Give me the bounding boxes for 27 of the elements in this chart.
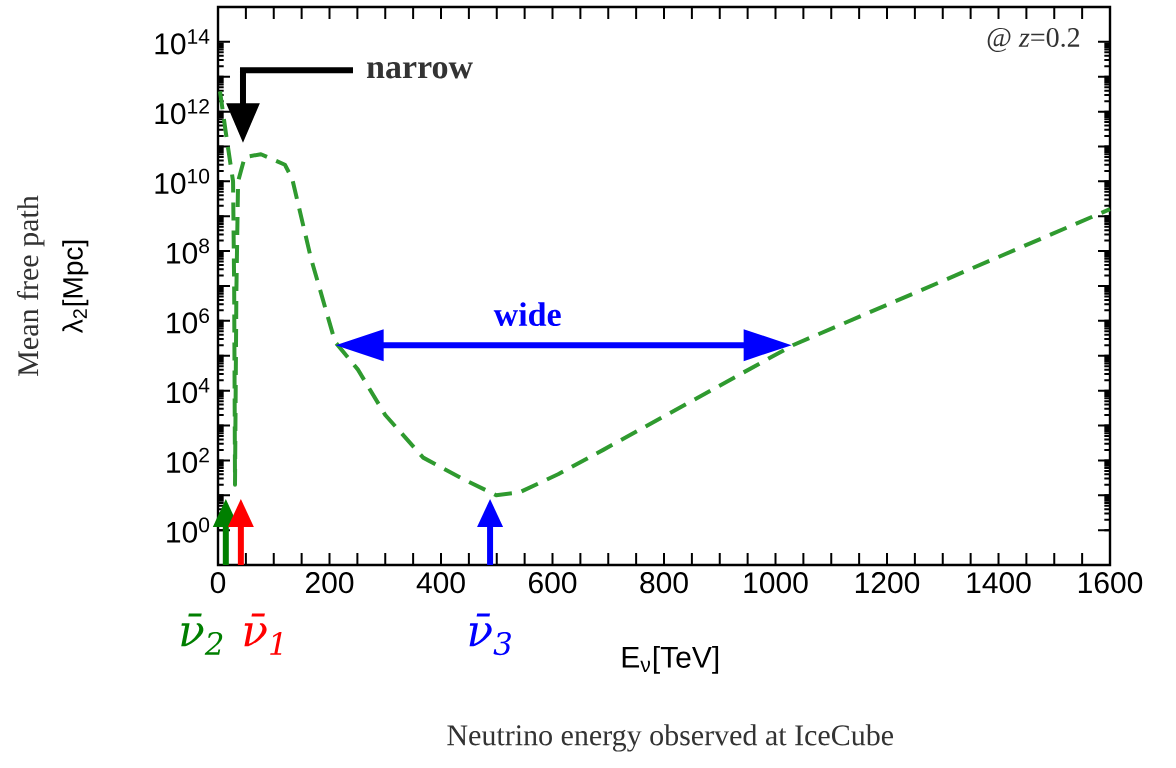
- x-tick-label: 1600: [1078, 572, 1143, 594]
- text: Mean free path: [16, 195, 45, 376]
- x-tick-label: 1400: [967, 572, 1031, 594]
- y-tick-label: 10$^{10}$: [155, 168, 210, 195]
- x-tick-label: 0: [210, 572, 226, 594]
- y-tick-label: 10$^{0}$: [167, 517, 210, 543]
- x-tick-label: 600: [529, 572, 577, 594]
- ref-line-label: ν̄$_{1}$: [244, 613, 282, 655]
- text: Neutrino energy observed at IceCube: [447, 724, 894, 752]
- x-axis-title: E$_{ν}$[TeV]: [622, 645, 719, 674]
- annotation: wide: [493, 302, 561, 327]
- x-tick-label: 200: [305, 572, 354, 594]
- annotation: narrow: [366, 61, 473, 79]
- ref-line-label: ν̄$_{3}$: [469, 613, 511, 656]
- y-tick-label: 10$^{12}$: [155, 98, 209, 125]
- x-tick-label: 800: [640, 572, 688, 594]
- annotation: @ z=0.2: [987, 27, 1080, 52]
- ref-line-label: ν̄$_{2}$: [181, 613, 223, 655]
- y-axis-title: λ$_{2}$[Mpc]: [62, 240, 89, 333]
- y-tick-label: 10$^{4}$: [167, 378, 210, 404]
- y-tick-label: 10$^{14}$: [155, 29, 210, 55]
- y-tick-label: 10$^{2}$: [167, 447, 209, 474]
- x-tick-label: 1000: [744, 572, 808, 594]
- y-tick-label: 10$^{6}$: [167, 308, 210, 334]
- x-tick-label: 1200: [855, 572, 920, 594]
- y-tick-label: 10$^{8}$: [167, 238, 210, 264]
- x-tick-label: 400: [416, 572, 465, 594]
